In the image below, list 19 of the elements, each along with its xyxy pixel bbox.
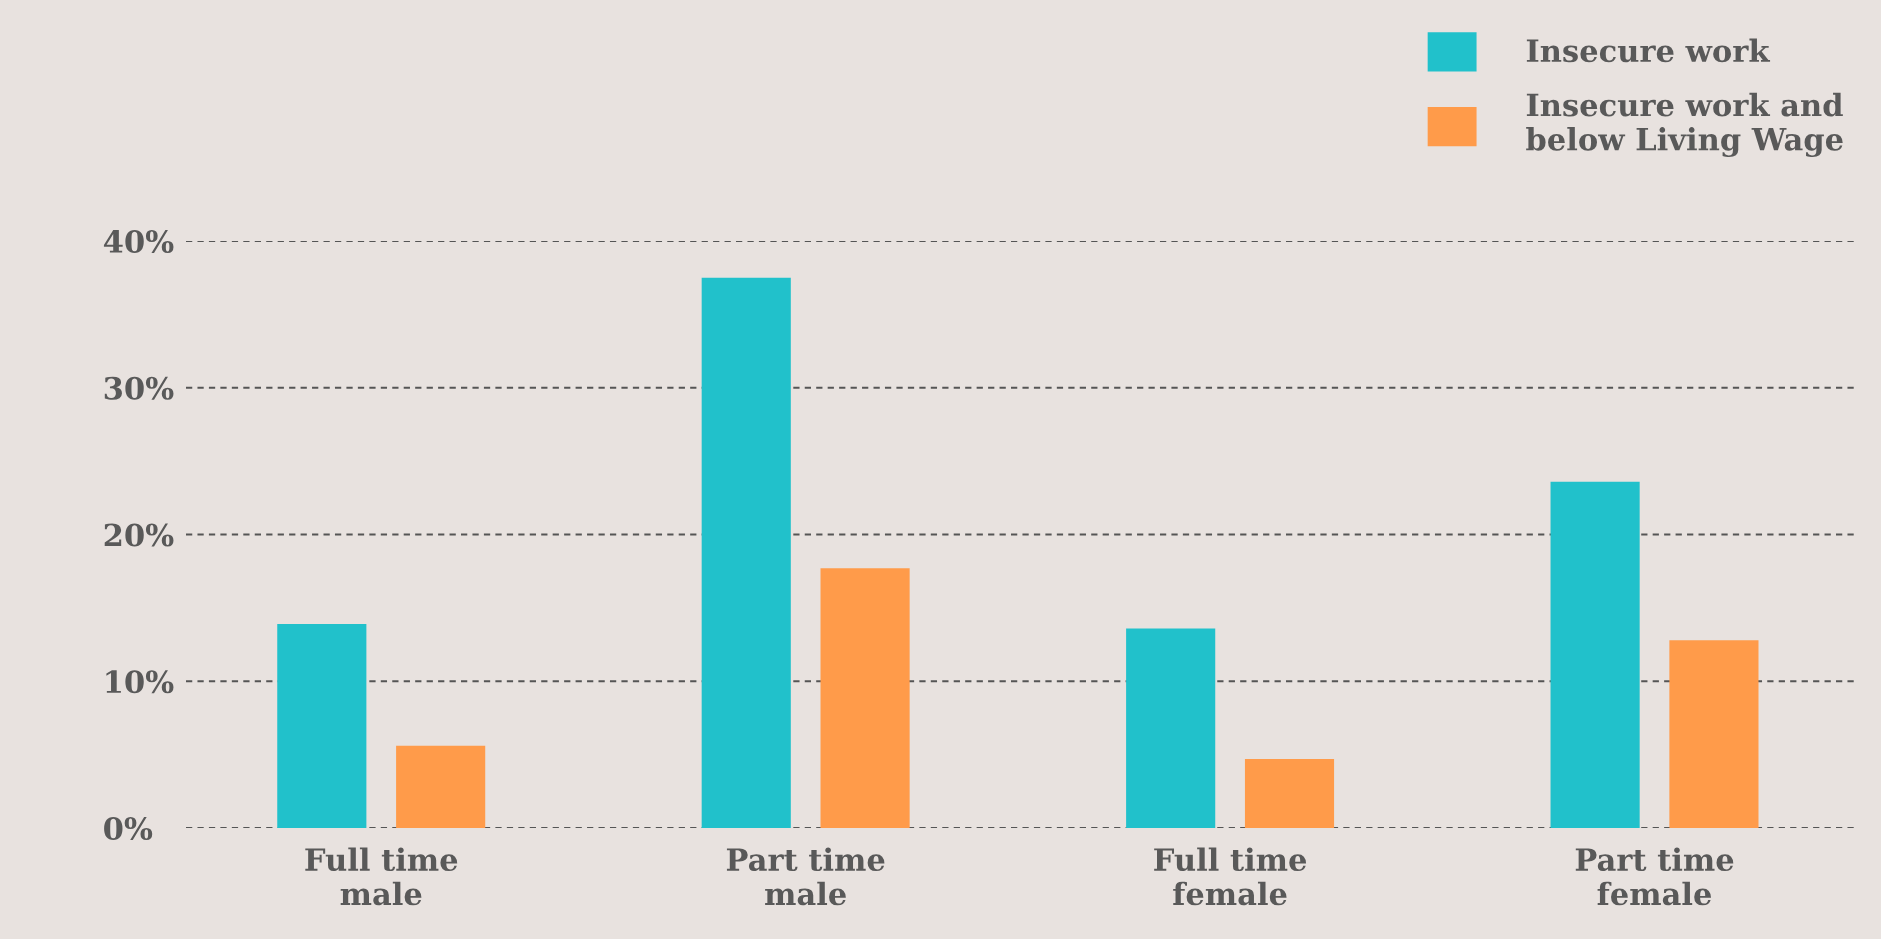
y-tick-label: 0% [104,816,153,841]
x-tick-label: Part time male [726,847,885,906]
x-tick-label: Part time female [1575,847,1734,906]
bar [1669,640,1759,828]
x-tick-label: Full time male [305,847,458,906]
bar [396,745,486,828]
y-tick-label: 30% [104,376,174,400]
bar [701,277,791,828]
legend-label: Insecure work and below Living Wage [1526,92,1843,158]
bar [1550,481,1640,828]
bar [820,568,910,828]
y-tick-label: 20% [104,523,174,547]
bar [1126,628,1216,828]
bar [277,624,367,828]
y-tick-label: 40% [103,229,174,254]
bar [1244,759,1335,828]
legend-label: Insecure work [1526,38,1771,63]
y-tick-label: 10% [106,670,174,694]
x-tick-label: Full time female [1154,847,1307,906]
